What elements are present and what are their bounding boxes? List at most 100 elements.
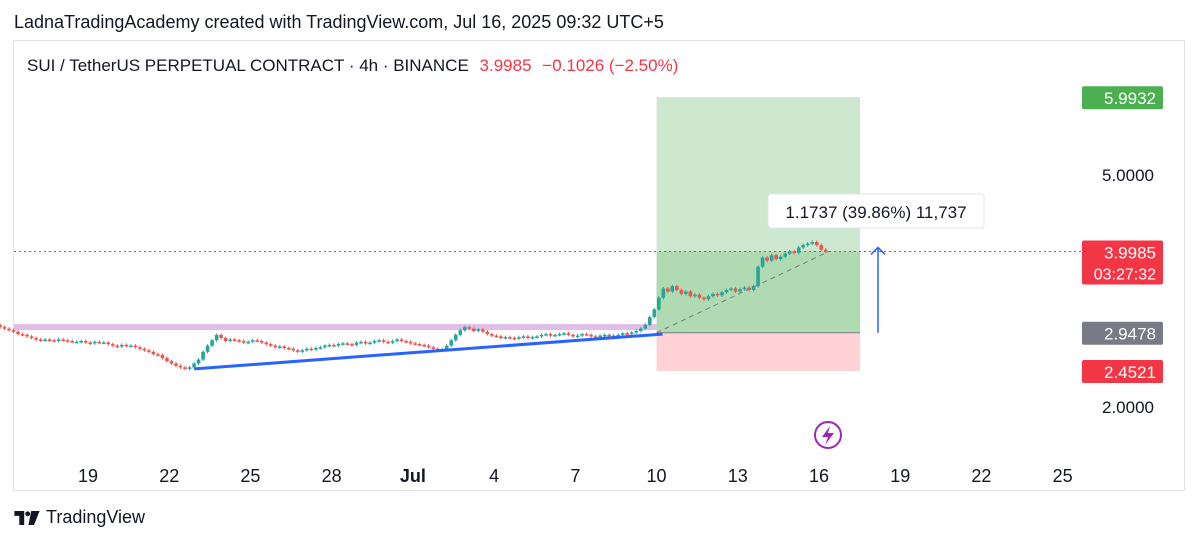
candle-body — [210, 340, 214, 346]
x-tick-label: 10 — [647, 466, 667, 486]
candle-body — [147, 350, 151, 352]
candle-body — [151, 351, 156, 355]
candle-body — [201, 351, 205, 360]
candle-body — [417, 344, 422, 346]
measure-label-box — [767, 193, 985, 229]
candle-body — [74, 341, 79, 344]
x-tick-label: 19 — [78, 466, 98, 486]
candle-body — [715, 293, 720, 296]
header-price: 3.9985 — [479, 56, 532, 75]
candle-body — [526, 336, 530, 338]
candle-body — [390, 341, 395, 343]
candle-body — [769, 255, 774, 261]
candle-body — [724, 290, 729, 293]
candle-body — [449, 340, 454, 346]
target-price-label-box — [1082, 86, 1163, 110]
candle-body — [711, 293, 715, 297]
candle-body — [106, 342, 111, 345]
candle-body — [517, 337, 521, 339]
candle-body — [751, 286, 756, 290]
candle-body — [616, 334, 621, 337]
candle-body — [228, 339, 232, 342]
last-price-label: 3.9985 — [1104, 243, 1156, 262]
candle-body — [0, 324, 2, 328]
candle-body — [273, 345, 278, 348]
candle-body — [192, 363, 196, 368]
candle-body — [156, 354, 160, 356]
candle-body — [557, 334, 562, 336]
candle-body — [241, 341, 246, 343]
position-dashed-line — [656, 250, 830, 334]
candle-body — [814, 242, 819, 246]
candle-body — [286, 348, 291, 350]
candle-body — [187, 367, 192, 369]
candle-body — [490, 334, 494, 336]
candle-body — [323, 345, 327, 348]
candle-body — [205, 345, 210, 352]
candle-body — [792, 251, 796, 253]
candle-body — [787, 251, 792, 254]
candle-body — [783, 253, 787, 257]
candle-body — [2, 327, 7, 329]
target-price-label: 5.9932 — [1104, 89, 1156, 108]
candle-body — [548, 334, 553, 336]
candle-body — [314, 348, 318, 350]
candle-body — [83, 341, 88, 343]
candle-body — [160, 354, 165, 359]
candle-body — [47, 339, 52, 341]
candle-body — [350, 344, 354, 346]
candle-body — [11, 330, 16, 332]
candle-body — [223, 337, 228, 342]
x-tick-label: 22 — [971, 466, 991, 486]
candle-body — [634, 330, 639, 333]
candle-body — [661, 288, 666, 298]
candle-body — [580, 334, 584, 336]
footer-brand[interactable]: TradingView — [46, 507, 146, 527]
candle-body — [629, 332, 634, 335]
loss-zone — [656, 332, 861, 372]
candle-body — [796, 247, 801, 253]
candle-body — [115, 345, 120, 348]
candle-body — [499, 336, 503, 338]
candle-body — [602, 334, 607, 337]
candle-body — [431, 347, 435, 349]
candle-body — [679, 290, 684, 294]
candle-body — [377, 340, 381, 342]
candle-body — [165, 358, 169, 362]
candle-body — [738, 289, 742, 292]
lightning-icon-bolt — [822, 426, 834, 445]
support-trendline — [194, 332, 663, 371]
candle-body — [657, 297, 661, 310]
candle-body — [503, 337, 508, 339]
symbol-title[interactable]: SUI / TetherUS PERPETUAL CONTRACT · 4h ·… — [27, 56, 469, 75]
candle-body — [332, 344, 336, 347]
candle-body — [571, 334, 575, 337]
candle-body — [101, 342, 106, 345]
stop-price-label-box — [1082, 360, 1163, 384]
candle-body — [368, 342, 372, 345]
candle-body — [7, 328, 11, 331]
candle-body — [530, 337, 535, 339]
candle-body — [404, 341, 408, 343]
candle-body — [300, 350, 305, 352]
candle-body — [684, 291, 688, 294]
candle-body — [760, 257, 765, 267]
y-tick-label: 5.0000 — [1102, 166, 1154, 185]
upward-arrow-head — [870, 246, 886, 255]
candle-body — [268, 344, 273, 346]
candle-body — [359, 341, 363, 344]
candle-body — [169, 361, 174, 364]
candle-body — [38, 339, 43, 341]
candle-body — [327, 344, 332, 347]
candle-body — [607, 334, 611, 337]
candle-body — [472, 328, 476, 331]
candle-body — [408, 341, 413, 344]
candle-body — [264, 342, 269, 345]
measure-label-text: 1.1737 (39.86%) 11,737 — [785, 203, 966, 222]
candle-body — [65, 340, 70, 342]
entry-price-label: 2.9478 — [1104, 325, 1156, 344]
candle-body — [697, 294, 702, 298]
tradingview-logo-icon — [14, 510, 40, 525]
candle-body — [598, 335, 602, 338]
